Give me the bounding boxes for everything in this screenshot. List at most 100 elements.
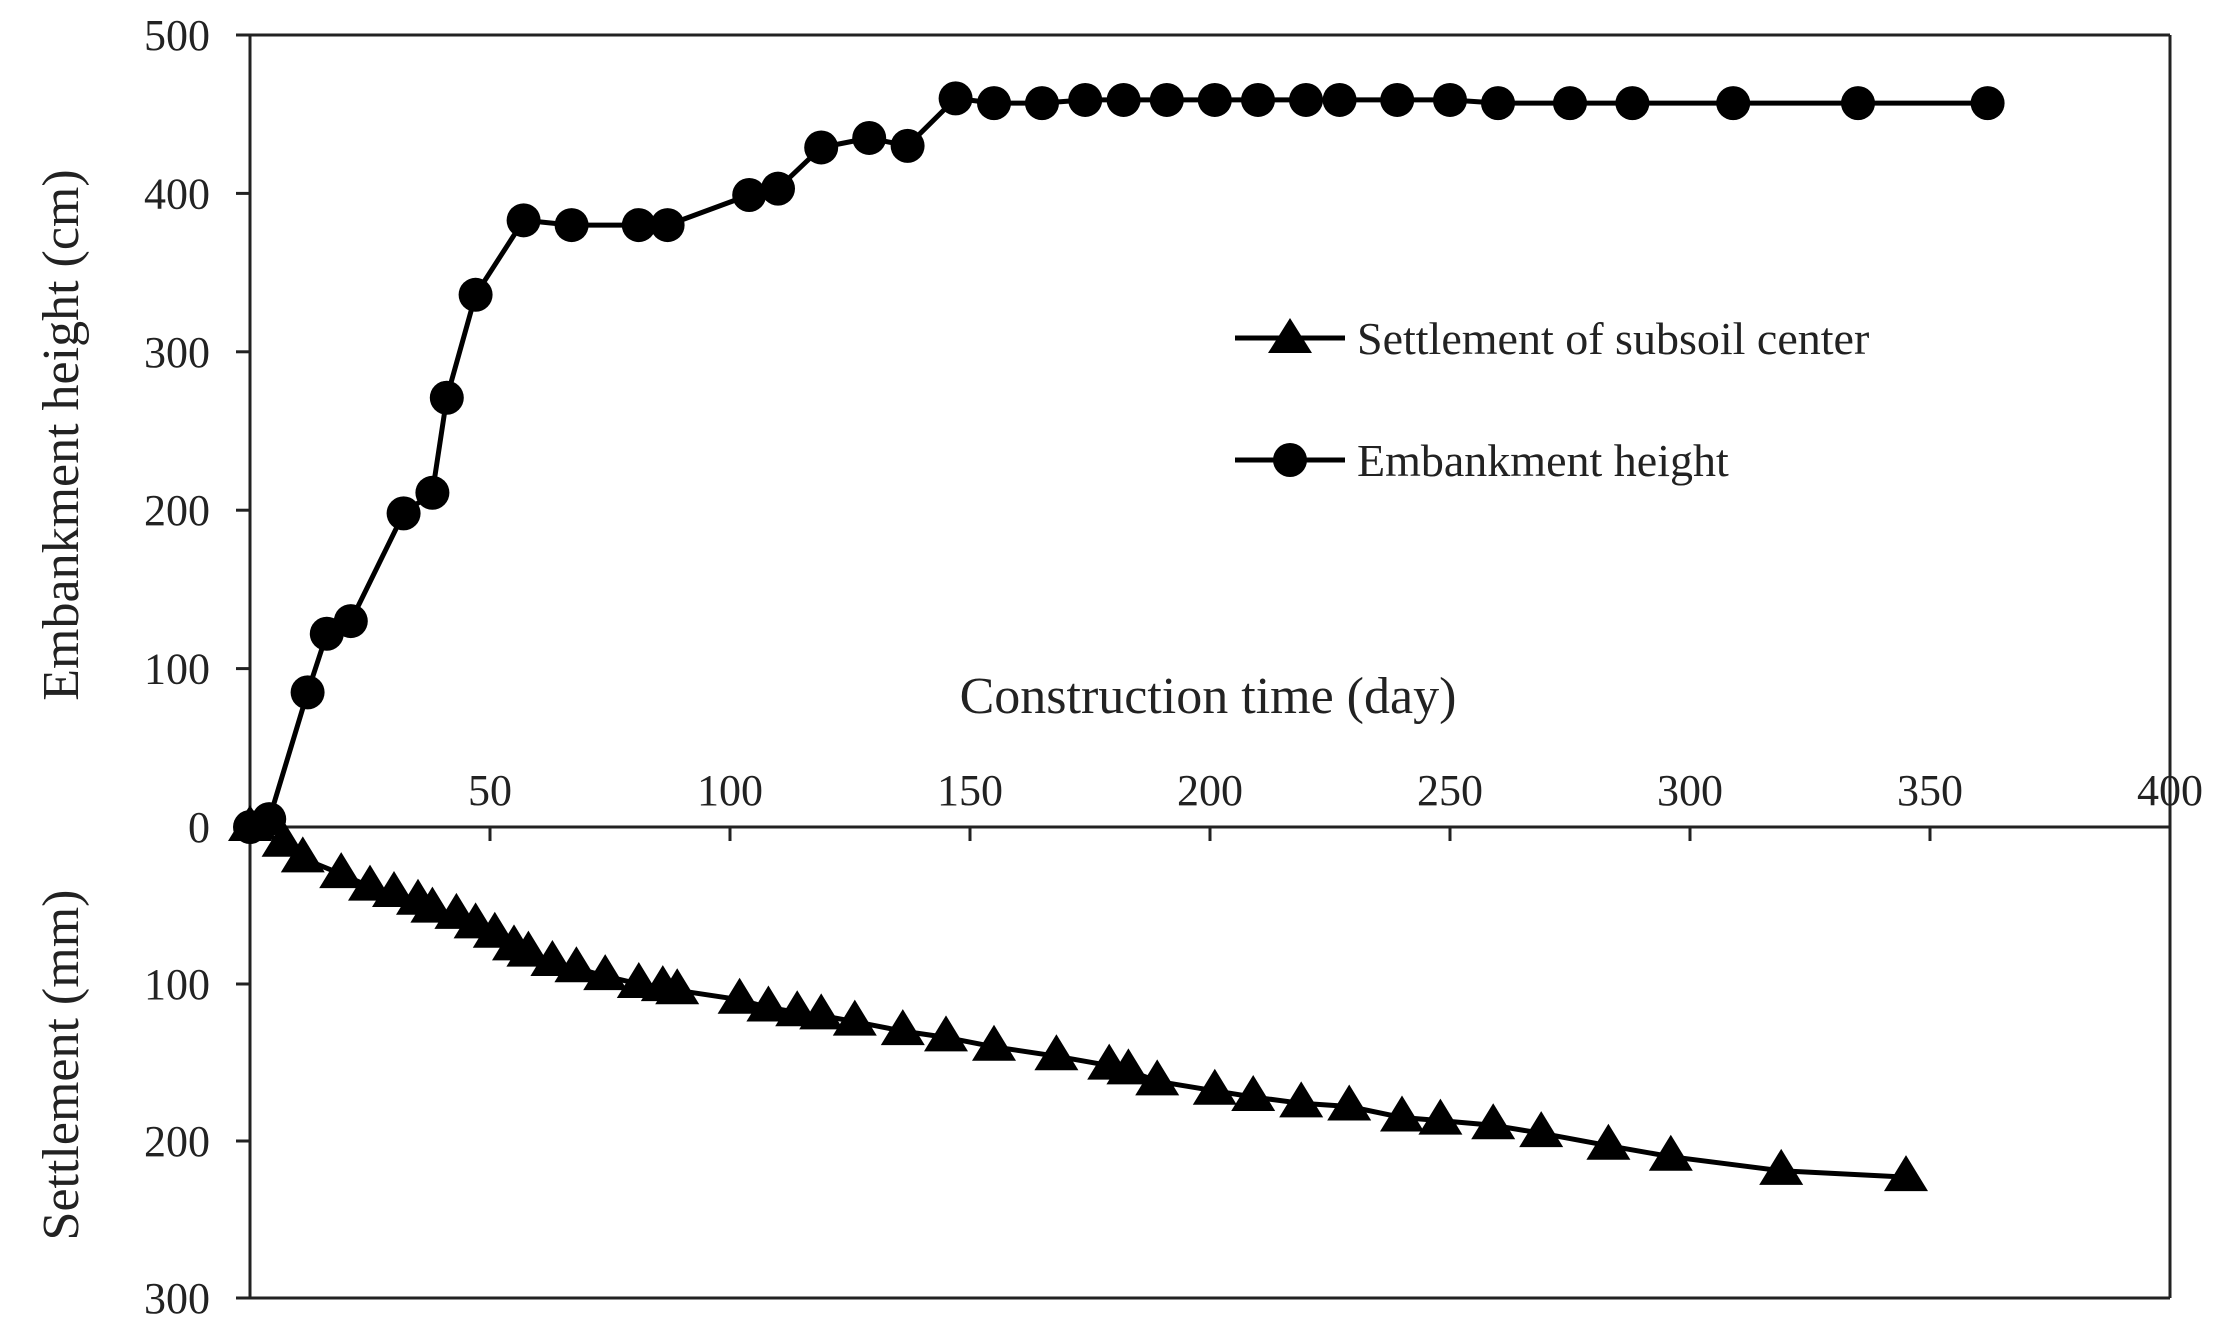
embankment-height-point (890, 128, 925, 163)
settlement-point (1327, 1084, 1372, 1121)
embankment-height-point (429, 380, 464, 415)
settlement-point (554, 946, 599, 983)
x-tick-label: 250 (1417, 766, 1483, 815)
settlement-point (1380, 1095, 1424, 1132)
top-y-tick-label: 100 (144, 645, 210, 694)
embankment-height-point (1241, 82, 1275, 117)
embankment-height-point (1481, 86, 1515, 121)
settlement-point (348, 864, 392, 901)
settlement-point (1135, 1059, 1180, 1096)
top-y-tick-label: 500 (144, 11, 210, 60)
legend: Settlement of subsoil center Embankment … (1235, 313, 1869, 486)
settlement-point (1418, 1098, 1463, 1135)
x-tick-label: 400 (2137, 766, 2203, 815)
embankment-height-point (1970, 86, 2005, 121)
top-y-tick-label: 300 (144, 328, 210, 377)
top-y-tick-label: 0 (188, 803, 210, 852)
settlement-point (583, 954, 628, 991)
settlement-point (280, 836, 325, 873)
settlement-point (1519, 1111, 1564, 1148)
embankment-height-point (804, 130, 839, 165)
top-y-axis-title: Embankment height (cm) (33, 169, 90, 700)
x-tick-label: 50 (468, 766, 512, 815)
embankment-height-point (290, 675, 325, 710)
embankment-height-point (252, 802, 287, 837)
embankment-height-point (1106, 82, 1141, 117)
legend-triangle-icon (1268, 318, 1312, 353)
embankment-height-point (852, 120, 887, 155)
settlement-point (1586, 1123, 1631, 1160)
legend-entry-settlement: Settlement of subsoil center (1235, 313, 1869, 364)
settlement-point (717, 977, 762, 1014)
embankment-height-point (938, 81, 973, 116)
top-y-axis-ticks: 0 100 200 300 400 500 (144, 11, 250, 852)
embankment-height-point (732, 177, 767, 212)
settlement-point (799, 993, 844, 1030)
settlement-point (372, 870, 416, 907)
settlement-point (410, 886, 455, 923)
embankment-height-point (621, 208, 656, 243)
x-tick-label: 150 (937, 766, 1003, 815)
settlement-point (1759, 1148, 1804, 1185)
embankment-height-point (1197, 82, 1232, 117)
embankment-height-point (506, 203, 541, 238)
settlement-point (924, 1015, 968, 1052)
embankment-height-point (1025, 86, 1059, 121)
embankment-height-point (1553, 86, 1587, 121)
embankment-height-point (1615, 86, 1650, 121)
top-y-tick-label: 200 (144, 486, 210, 535)
settlement-point (746, 985, 791, 1022)
settlement-point (319, 852, 364, 889)
embankment-height-point (1380, 82, 1415, 117)
settlement-point (1106, 1048, 1151, 1085)
embankment-height-point (386, 496, 421, 531)
embankment-height-point (650, 208, 685, 243)
top-y-tick-label: 400 (144, 169, 210, 218)
embankment-height-point (1322, 82, 1357, 117)
settlement-point (832, 999, 877, 1036)
embankment-height-point (1149, 82, 1184, 117)
embankment-height-point (1841, 86, 1875, 121)
settlement-point (972, 1024, 1016, 1061)
settlement-point (1034, 1034, 1079, 1071)
settlement-point (1884, 1155, 1928, 1192)
x-tick-label: 300 (1657, 766, 1723, 815)
embankment-height-point (1716, 86, 1751, 121)
settlement-point (1279, 1081, 1324, 1118)
legend-label-embankment: Embankment height (1357, 435, 1729, 486)
settlement-line (248, 824, 1907, 1180)
embankment-height-point (977, 86, 1011, 121)
legend-label-settlement: Settlement of subsoil center (1357, 313, 1869, 364)
bottom-y-tick-label: 100 (144, 960, 210, 1009)
legend-entry-embankment: Embankment height (1235, 435, 1729, 486)
embankment-height-point (1068, 82, 1103, 117)
embankment-height-point (333, 604, 368, 639)
settlement-point (880, 1009, 925, 1046)
settlement-point (530, 940, 575, 977)
settlement-point (1192, 1068, 1237, 1105)
settlement-point (261, 820, 306, 857)
embankment-height-point (458, 277, 493, 312)
x-tick-label: 350 (1897, 766, 1963, 815)
x-tick-label: 100 (697, 766, 763, 815)
x-tick-label: 200 (1177, 766, 1243, 815)
embankment-height-point (1433, 82, 1467, 117)
settlement-point (1648, 1134, 1693, 1171)
settlement-point (1231, 1075, 1276, 1112)
bottom-y-axis-ticks: 100 200 300 (144, 960, 250, 1323)
series-layer (228, 81, 2005, 1192)
x-axis-ticks: 50 100 150 200 250 300 350 400 (468, 766, 2203, 841)
embankment-height-point (415, 475, 450, 510)
settlement-point (655, 968, 700, 1005)
settlement-point (506, 930, 551, 967)
bottom-y-tick-label: 200 (144, 1117, 210, 1166)
x-axis-title: Construction time (day) (960, 668, 1457, 725)
settlement-point (1471, 1103, 1516, 1140)
legend-circle-icon (1273, 443, 1307, 477)
bottom-y-tick-label: 300 (144, 1274, 210, 1323)
bottom-y-axis-title: Settlement (mm) (33, 890, 90, 1241)
embankment-height-point (554, 208, 589, 243)
embankment-height-point (1289, 82, 1323, 117)
